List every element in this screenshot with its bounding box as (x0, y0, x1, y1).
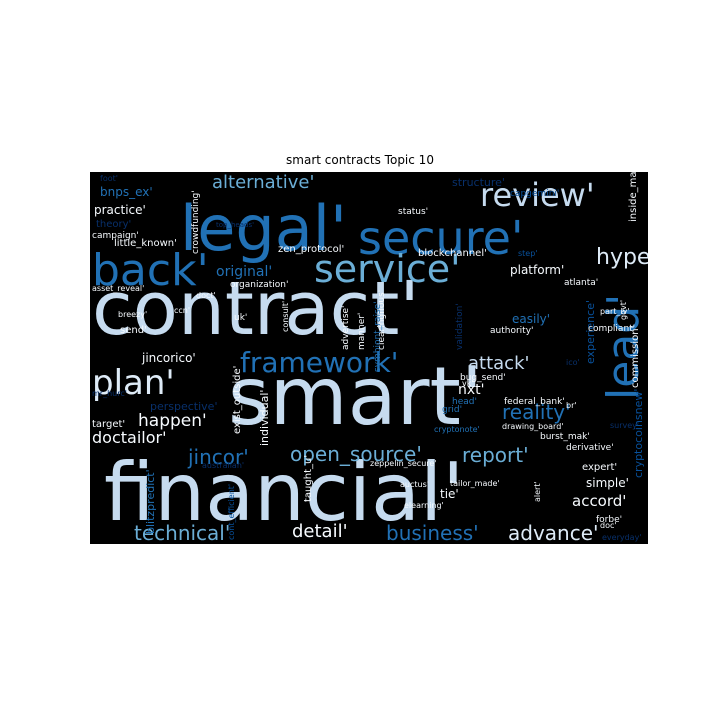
cloud-word: exist_outside' (232, 366, 243, 434)
cloud-word: jincorico' (141, 351, 196, 365)
cloud-word: original' (216, 264, 272, 280)
cloud-word: status' (398, 207, 428, 217)
cloud-word: validation' (455, 303, 465, 350)
cloud-word: burst_mak' (540, 432, 590, 442)
cloud-word: blitzpredict' (144, 469, 157, 534)
cloud-word: bnps_ex' (100, 185, 153, 199)
cloud-word: compliant' (588, 324, 635, 334)
cloud-word: govt' (619, 300, 628, 320)
cloud-word: doc' (600, 521, 617, 530)
cloud-word: head' (452, 397, 477, 407)
cloud-word: taught_u' (303, 455, 314, 502)
cloud-word: crowdfunding' (191, 190, 201, 254)
figure-title: smart contracts Topic 10 (0, 153, 720, 167)
cloud-word: tailor_made' (450, 479, 500, 488)
cloud-word: australian' (202, 461, 244, 470)
cloud-word: ccn' (174, 306, 190, 315)
cloud-word: doct' (196, 291, 216, 300)
cloud-word: attack' (468, 353, 529, 374)
cloud-word: business' (386, 521, 479, 544)
cloud-word: breezy' (118, 310, 147, 319)
cloud-word: platform' (510, 263, 564, 277)
cloud-word: federal_bank' (504, 397, 565, 407)
cloud-word: capgemini' (510, 189, 559, 199)
cloud-word: everyday' (602, 533, 642, 542)
cloud-word: structure' (452, 176, 505, 189)
cloud-word: symbiont_raise' (373, 301, 383, 372)
cloud-word: blockchannel' (418, 248, 487, 259)
cloud-word: advertise' (341, 305, 351, 350)
cloud-word: elearning' (404, 501, 444, 510)
cloud-word: campaign' (92, 231, 139, 241)
cloud-word: perspective' (150, 400, 217, 413)
cloud-word: detail' (292, 521, 348, 542)
cloud-word: inside_mast' (628, 172, 639, 222)
cloud-word: zen_protocol' (278, 244, 344, 255)
cloud-word: theory' (96, 219, 131, 230)
cloud-word: easily' (512, 312, 550, 326)
cloud-word: foot' (100, 174, 118, 183)
cloud-word: send' (120, 325, 147, 336)
cloud-word: asset_reveal' (92, 284, 144, 293)
cloud-word: uk' (234, 313, 247, 323)
cloud-word: organization' (230, 280, 288, 290)
cloud-word: consult' (281, 301, 290, 332)
cloud-word: br' (566, 401, 577, 410)
cloud-word: drawing_board' (502, 422, 563, 431)
cloud-word: alert' (533, 481, 542, 502)
cloud-word: mr_hurc' (92, 389, 127, 398)
cloud-word: atlanta' (564, 278, 598, 288)
cloud-word: top_heads' (216, 221, 254, 229)
cloud-word: individual' (258, 390, 271, 446)
cloud-word: survey' (610, 421, 639, 430)
cloud-word: cryptonote' (434, 425, 480, 434)
cloud-word: doctailor' (92, 428, 166, 447)
cloud-word: report' (462, 443, 529, 467)
cloud-word: practice' (94, 203, 146, 217)
cloud-word: target' (92, 419, 125, 430)
word-cloud-canvas: contract' smart' financial' legal' secure' re… (90, 172, 648, 544)
cloud-word: derivative' (566, 443, 614, 453)
cloud-word: expert' (582, 462, 617, 473)
cloud-word: alternative' (212, 172, 314, 193)
cloud-word: authority' (490, 326, 534, 336)
cloud-word: vk' (462, 379, 474, 388)
cloud-word: hype' (596, 245, 648, 270)
cloud-word: advance' (508, 521, 599, 544)
word-cloud: contract'smart'financial'legal' secure're… (90, 172, 648, 544)
cloud-word: auctus' (400, 480, 429, 489)
cloud-word: simple' (586, 476, 629, 490)
cloud-word: step' (518, 249, 538, 258)
cloud-word: zeppelin_secure' (370, 459, 437, 468)
cloud-word: commission' (630, 326, 641, 388)
cloud-word: cryptocoinsnew' (632, 389, 645, 478)
cloud-word: tie' (440, 487, 459, 501)
cloud-word: ico' (566, 358, 580, 367)
cloud-word: manner' (357, 313, 367, 350)
cloud-word: accord' (572, 492, 626, 510)
cloud-word: cont_efficient' (227, 484, 236, 540)
